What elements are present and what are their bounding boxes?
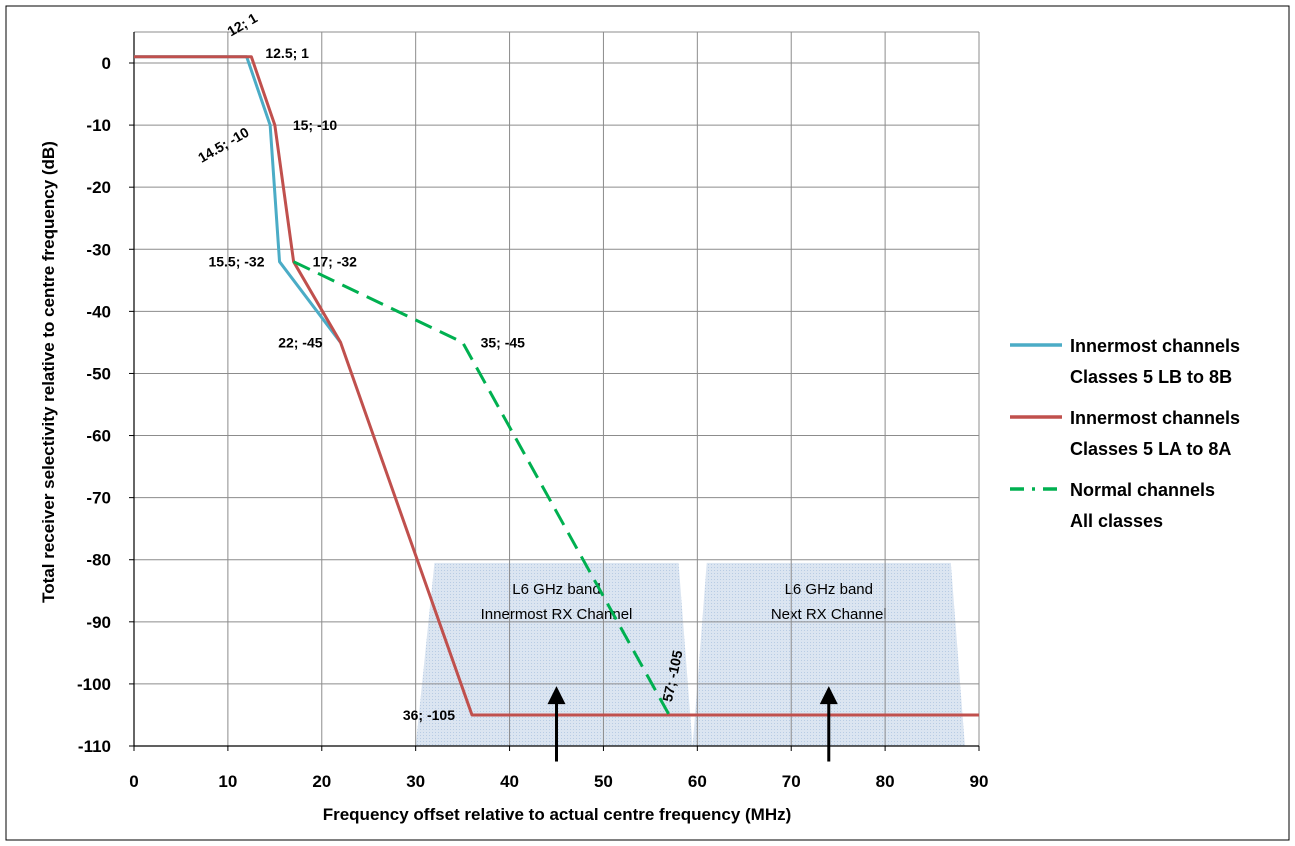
data-label: 36; -105: [403, 707, 455, 723]
legend: Innermost channels Classes 5 LB to 8B Inne…: [1010, 336, 1240, 531]
y-tick-label: -80: [86, 551, 111, 570]
x-tick-label: 50: [594, 772, 613, 791]
band-label: L6 GHz band: [785, 581, 873, 598]
series-layer: [134, 55, 979, 717]
y-tick-label: -50: [86, 364, 111, 383]
arrow-head: [819, 686, 838, 705]
x-tick-label: 0: [129, 772, 138, 791]
x-tick-label: 10: [218, 772, 237, 791]
legend-entry-1: Classes 5 LB to 8B: [1070, 367, 1232, 387]
band-area: [415, 562, 693, 746]
legend-entry-3: Normal channels: [1070, 480, 1215, 500]
x-tick-label: 40: [500, 772, 519, 791]
y-axis-title: Total receiver selectivity relative to c…: [39, 141, 58, 603]
x-tick-label: 90: [970, 772, 989, 791]
y-tick-label: -10: [86, 116, 111, 135]
x-tick-label: 70: [782, 772, 801, 791]
y-tick-label: -70: [86, 489, 111, 508]
data-label: 12.5; 1: [265, 45, 309, 61]
data-label: 15; -10: [293, 117, 338, 133]
data-label: 35; -45: [481, 334, 526, 350]
arrow-head: [547, 686, 566, 705]
x-tick-label: 80: [876, 772, 895, 791]
band-area: [692, 562, 965, 746]
x-tick-label: 30: [406, 772, 425, 791]
data-label: 15.5; -32: [208, 254, 264, 270]
band-label: Innermost RX Channel: [481, 606, 633, 623]
y-tick-label: 0: [102, 54, 111, 73]
series-line-3: [292, 260, 671, 716]
x-tick-label: 20: [312, 772, 331, 791]
y-tick-label: -110: [78, 737, 111, 756]
legend-entry-3: All classes: [1070, 511, 1163, 531]
band-label: L6 GHz band: [512, 581, 600, 598]
y-tick-label: -90: [86, 613, 111, 632]
band-label: Next RX Channel: [771, 606, 887, 623]
x-axis-title: Frequency offset relative to actual cent…: [323, 805, 792, 824]
arrow-layer: [547, 686, 838, 762]
y-tick-label: -60: [86, 427, 111, 446]
legend-entry-2: Classes 5 LA to 8A: [1070, 439, 1231, 459]
y-tick-label: -100: [77, 675, 111, 694]
y-tick-label: -40: [86, 302, 111, 321]
bands-layer: L6 GHz band Innermost RX Channel L6 GHz ba…: [415, 562, 965, 746]
tick-layer: 0 10 20 30 40 50 60 70 80 90 0 -10 -20 -30 -40 -50 -60 -7…: [77, 54, 988, 791]
x-tick-label: 60: [688, 772, 707, 791]
legend-entry-2: Innermost channels: [1070, 408, 1240, 428]
y-tick-label: -20: [86, 178, 111, 197]
data-label: 22; -45: [278, 334, 323, 350]
data-label: 17; -32: [313, 254, 358, 270]
legend-entry-1: Innermost channels: [1070, 336, 1240, 356]
y-tick-label: -30: [86, 240, 111, 259]
